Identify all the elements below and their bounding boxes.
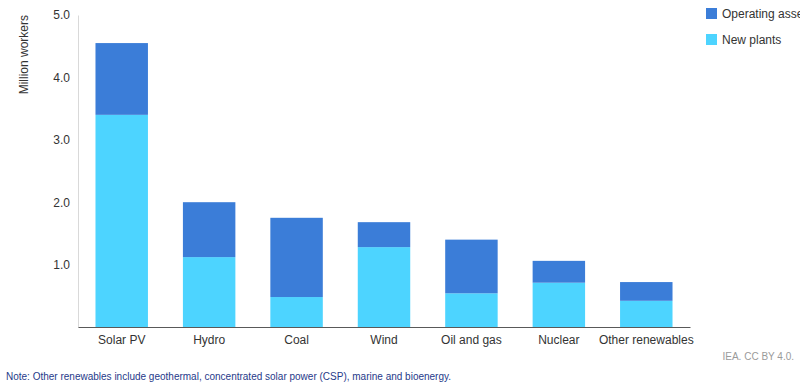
legend-item: New plants <box>706 33 781 47</box>
x-tick: Wind <box>370 327 397 347</box>
x-tick: Hydro <box>193 327 225 347</box>
y-axis: 1.0 2.0 3.0 4.0 5.0 <box>53 8 78 327</box>
bar-segment <box>533 283 585 327</box>
y-tick-label: 1.0 <box>53 258 70 272</box>
bar-segment <box>183 257 235 327</box>
x-tick-label: Oil and gas <box>441 333 502 347</box>
y-tick: 3.0 <box>53 133 78 147</box>
x-axis-line <box>79 327 691 328</box>
x-axis: Solar PV Hydro Coal Wind Oil and gas Nuclear O… <box>79 327 694 347</box>
bar-segment <box>95 115 147 327</box>
source: IEA. CC BY 4.0. <box>722 351 794 362</box>
bar-segment <box>95 43 147 115</box>
x-tick: Nuclear <box>538 327 579 347</box>
plot: 1.0 2.0 3.0 4.0 5.0 Solar PV Hydro Coal Wind Oil … <box>53 8 693 346</box>
legend: Operating assets New plants <box>706 7 800 47</box>
x-tick: Oil and gas <box>441 327 502 347</box>
x-tick-label: Other renewables <box>599 333 694 347</box>
legend-swatch <box>706 8 717 19</box>
bar-segment <box>358 222 410 247</box>
bar-segment <box>445 293 497 327</box>
y-tick: 5.0 <box>53 8 78 22</box>
y-tick-label: 2.0 <box>53 196 70 210</box>
y-tick-label: 4.0 <box>53 71 70 85</box>
legend-item: Operating assets <box>706 7 800 21</box>
x-tick: Other renewables <box>599 327 694 347</box>
legend-label: New plants <box>722 33 781 47</box>
x-tick: Solar PV <box>98 327 145 347</box>
x-tick-label: Hydro <box>193 333 225 347</box>
y-tick: 2.0 <box>53 196 78 210</box>
bar-segment <box>270 297 322 327</box>
note: Note: Other renewables include geotherma… <box>6 371 451 382</box>
bars <box>95 43 672 327</box>
y-axis-title: Million workers <box>17 15 31 94</box>
x-tick-label: Coal <box>284 333 309 347</box>
y-tick: 1.0 <box>53 258 78 272</box>
x-tick-label: Wind <box>370 333 397 347</box>
bar-segment <box>533 261 585 283</box>
y-tick-label: 3.0 <box>53 133 70 147</box>
y-tick-label: 5.0 <box>53 8 70 22</box>
y-tick: 4.0 <box>53 71 78 85</box>
legend-swatch <box>706 34 717 45</box>
x-tick-label: Nuclear <box>538 333 579 347</box>
bar-segment <box>620 301 672 327</box>
bar-segment <box>183 202 235 257</box>
bar-segment <box>620 282 672 301</box>
chart: 1.0 2.0 3.0 4.0 5.0 Solar PV Hydro Coal Wind Oil … <box>0 0 800 387</box>
x-tick: Coal <box>284 327 309 347</box>
bar-segment <box>358 247 410 327</box>
bar-segment <box>445 240 497 294</box>
x-tick-label: Solar PV <box>98 333 145 347</box>
legend-label: Operating assets <box>722 7 800 21</box>
y-axis-line <box>78 16 79 328</box>
bar-segment <box>270 218 322 297</box>
